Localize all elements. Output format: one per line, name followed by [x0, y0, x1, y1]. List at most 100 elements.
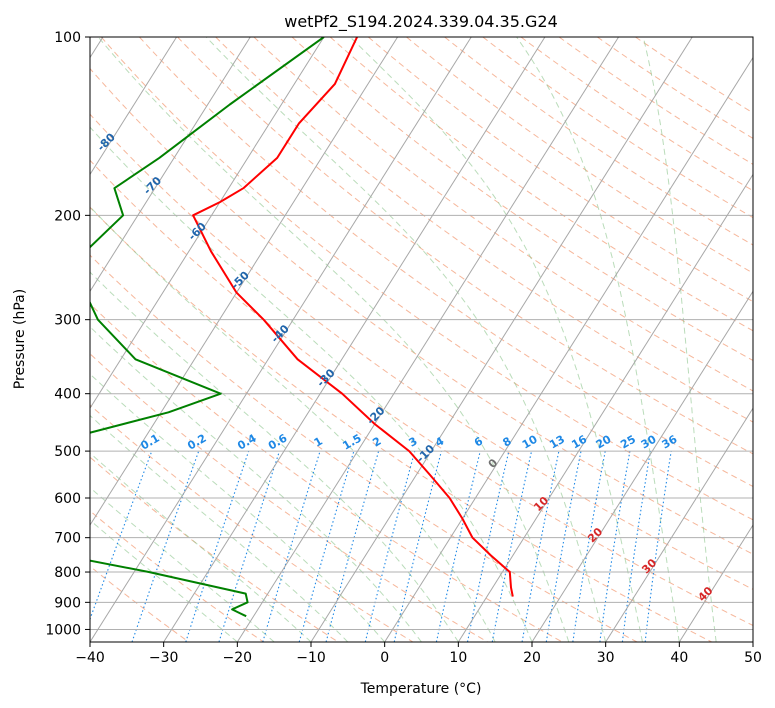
dry-adiabat [215, 37, 753, 423]
y-tick-label: 600 [54, 491, 81, 507]
mixing-ratio-lines [90, 450, 672, 642]
isotherm [310, 37, 693, 642]
x-tick-label: 40 [670, 650, 688, 666]
y-tick-label: 400 [54, 387, 81, 403]
isotherm [90, 37, 178, 176]
y-tick-label: 800 [54, 565, 81, 581]
mixing-ratio-line [364, 450, 416, 642]
mixing-ratio-line [131, 450, 200, 642]
x-tick-label: −40 [75, 650, 105, 666]
mixing-ratio-label: 1.5 [340, 432, 363, 453]
x-tick-label: 50 [744, 650, 762, 666]
profile-series [90, 37, 514, 618]
dry-adiabat [90, 254, 638, 642]
mixing-ratio-label: 25 [618, 433, 638, 452]
mixing-ratio-label: 3 [407, 435, 420, 450]
mixing-ratio-line [435, 450, 481, 642]
isotherm-label: 30 [639, 556, 659, 576]
mixing-ratio-line [185, 450, 250, 642]
moist-adiabat [349, 37, 643, 642]
y-tick-label: 300 [54, 313, 81, 329]
isotherm [752, 641, 753, 642]
y-tick-label: 200 [54, 208, 81, 224]
dry-adiabat [635, 37, 753, 114]
temperature-profile [192, 37, 514, 597]
isobar-grid [90, 37, 753, 630]
isotherm [384, 56, 753, 642]
isotherm [678, 524, 753, 642]
x-axis: −40 −30 −20 −10 0 10 20 30 40 50 [75, 642, 762, 666]
isotherm-label: -80 [95, 130, 118, 153]
dry-adiabat [139, 37, 753, 488]
isotherm-label: 40 [695, 584, 715, 604]
mixing-ratio-line [521, 450, 560, 642]
y-axis: 100 200 300 400 500 600 700 800 900 1000 [45, 30, 90, 638]
moist-adiabat [205, 37, 607, 642]
moist-adiabat [90, 452, 312, 642]
dry-adiabat [253, 37, 753, 392]
dry-adiabat [90, 303, 563, 642]
dry-adiabat [90, 67, 753, 555]
moist-adiabats [90, 37, 717, 642]
mixing-ratio-line [621, 451, 651, 642]
moist-adiabat [97, 37, 570, 642]
isotherm-label: -100 [0, 40, 29, 69]
mixing-ratio-label: 4 [433, 434, 446, 449]
mixing-ratio-line [491, 450, 533, 642]
dry-adiabat [291, 37, 753, 362]
x-axis-title: Temperature (°C) [360, 681, 482, 697]
isotherm [605, 407, 753, 642]
mixing-ratio-line [262, 450, 321, 642]
y-tick-label: 500 [54, 444, 81, 460]
dry-adiabat [406, 37, 753, 274]
mixing-ratio-label: 8 [501, 435, 514, 450]
y-tick-label: 700 [54, 531, 81, 547]
plot-area: -100-90-80-70-60-50-40-30-20-10 010203040… [0, 37, 753, 642]
isotherm-label: -50 [229, 269, 252, 292]
mixing-ratio-line [599, 451, 631, 642]
isotherm-label: 0 [486, 456, 501, 471]
mixing-ratio-label: 10 [520, 432, 540, 451]
moist-adiabat [90, 519, 238, 642]
y-tick-label: 1000 [45, 622, 81, 638]
dry-adiabat [558, 37, 753, 165]
x-tick-label: −20 [223, 650, 253, 666]
mixing-ratio-label: 30 [639, 432, 659, 451]
chart-title: wetPf2_S194.2024.339.04.35.G24 [284, 12, 558, 32]
x-tick-label: 30 [597, 650, 615, 666]
x-tick-label: 20 [523, 650, 541, 666]
line-labels: -100-90-80-70-60-50-40-30-20-10 010203040… [0, 40, 716, 604]
isotherm-label: -20 [364, 404, 387, 427]
mixing-ratio-label: 20 [594, 432, 614, 451]
mixing-ratio-label: 2 [370, 435, 383, 450]
isotherm [531, 290, 753, 642]
dry-adiabat [100, 37, 753, 521]
mixing-ratio-line [298, 450, 355, 642]
dry-adiabat [90, 510, 264, 642]
x-tick-label: −10 [296, 650, 326, 666]
dry-adiabat [444, 37, 753, 246]
mixing-ratio-line [644, 451, 672, 642]
moist-adiabat [90, 414, 349, 642]
isotherm [236, 37, 620, 642]
moist-adiabat [90, 271, 459, 642]
dry-adiabat [482, 37, 753, 219]
mixing-ratio-line [325, 450, 380, 642]
isotherm [457, 173, 753, 642]
mixing-ratio-label: 1 [312, 435, 325, 450]
isotherm-label: -70 [141, 174, 164, 197]
mixing-ratio-label: 16 [569, 432, 589, 451]
dewpoint-profile [90, 37, 325, 618]
moist-adiabat [642, 37, 717, 642]
dry-adiabat [90, 159, 753, 627]
moist-adiabat [90, 326, 422, 642]
moist-adiabat [90, 126, 533, 642]
mixing-ratio-line [218, 450, 281, 642]
dry-adiabat [90, 456, 339, 642]
isotherm [90, 37, 251, 293]
dry-adiabat [367, 37, 753, 303]
isotherm-label: 10 [531, 494, 551, 514]
mixing-ratio-label: 13 [547, 433, 567, 452]
mixing-ratio-label: 0.4 [235, 431, 259, 452]
